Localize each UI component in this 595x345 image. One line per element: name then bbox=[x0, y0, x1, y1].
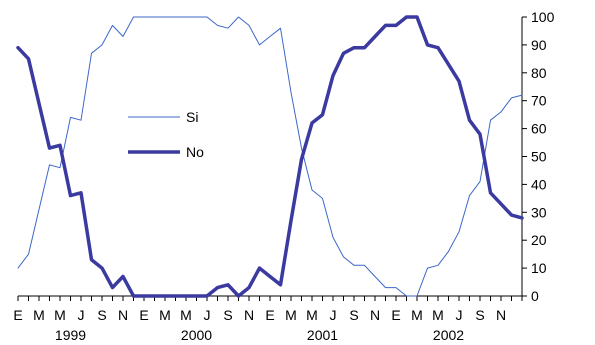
y-tick-label: 10 bbox=[531, 260, 547, 276]
x-tick-label: M bbox=[33, 307, 45, 323]
year-label: 2000 bbox=[181, 327, 212, 343]
series-layer bbox=[16, 15, 524, 298]
x-tick-label: E bbox=[139, 307, 148, 323]
x-tick-label: S bbox=[97, 307, 106, 323]
y-tick-label: 50 bbox=[531, 149, 547, 165]
legend-label-si: Si bbox=[186, 109, 198, 125]
x-tick-label: M bbox=[54, 307, 66, 323]
x-tick-label: J bbox=[78, 307, 85, 323]
series-line-no bbox=[16, 15, 524, 298]
y-tick-label: 20 bbox=[531, 232, 547, 248]
x-tick-label: M bbox=[411, 307, 423, 323]
x-tick-label: M bbox=[285, 307, 297, 323]
y-tick-label: 90 bbox=[531, 37, 547, 53]
x-tick-label: J bbox=[330, 307, 337, 323]
y-tick-label: 60 bbox=[531, 121, 547, 137]
x-tick-label: E bbox=[13, 307, 22, 323]
y-tick-label: 30 bbox=[531, 204, 547, 220]
y-tick-label: 100 bbox=[531, 9, 555, 25]
x-tick-label: N bbox=[496, 307, 506, 323]
series-line-si bbox=[17, 16, 523, 297]
x-tick-label: M bbox=[432, 307, 444, 323]
y-tick-label: 70 bbox=[531, 93, 547, 109]
x-tick-label: E bbox=[391, 307, 400, 323]
x-tick-label: J bbox=[456, 307, 463, 323]
y-tick-label: 0 bbox=[531, 288, 539, 304]
x-tick-label: M bbox=[306, 307, 318, 323]
year-label: 1999 bbox=[55, 327, 86, 343]
legend-label-no: No bbox=[186, 144, 204, 160]
x-tick-label: M bbox=[180, 307, 192, 323]
x-tick-label: N bbox=[370, 307, 380, 323]
year-label: 2001 bbox=[307, 327, 338, 343]
x-tick-label: S bbox=[349, 307, 358, 323]
x-tick-label: M bbox=[159, 307, 171, 323]
x-tick-label: S bbox=[475, 307, 484, 323]
y-tick-label: 40 bbox=[531, 176, 547, 192]
x-tick-label: E bbox=[265, 307, 274, 323]
x-tick-label: J bbox=[204, 307, 211, 323]
legend: Si No bbox=[128, 109, 204, 160]
x-tick-label: N bbox=[118, 307, 128, 323]
y-tick-label: 80 bbox=[531, 65, 547, 81]
x-tick-label: S bbox=[223, 307, 232, 323]
x-tick-label: N bbox=[244, 307, 254, 323]
year-label: 2002 bbox=[433, 327, 464, 343]
